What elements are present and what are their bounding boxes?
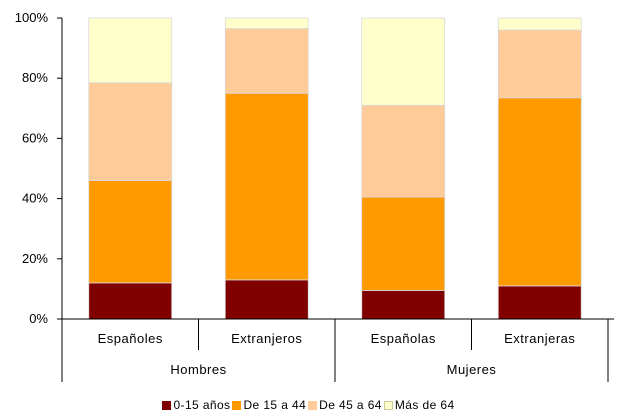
legend-item: 0-15 años (162, 398, 230, 412)
bar-segment (361, 104, 446, 198)
bar-segment (224, 92, 309, 281)
bar-segment (361, 290, 446, 320)
legend-label: De 45 a 64 (319, 398, 382, 412)
bar-segment (361, 17, 446, 106)
legend: 0-15 años De 15 a 44 De 45 a 64 Más de 64 (0, 398, 617, 412)
legend-label: Más de 64 (394, 398, 455, 412)
legend-swatch (232, 401, 242, 410)
x-tick-label: Españolas (371, 331, 436, 346)
legend-swatch (162, 401, 172, 410)
y-tick-label: 60% (22, 130, 48, 145)
legend-swatch (383, 401, 393, 410)
x-tick-label: Españoles (98, 331, 163, 346)
bar-segment (88, 282, 173, 320)
legend-item: Más de 64 (383, 398, 455, 412)
y-tick-label: 20% (22, 251, 48, 266)
bar-segment (361, 196, 446, 291)
bar-segment (497, 17, 582, 31)
bar-segment (224, 28, 309, 94)
bars (88, 17, 582, 320)
bar-segment (88, 17, 173, 84)
bar-segment (88, 180, 173, 284)
bar-segment (497, 97, 582, 287)
x-tick-label: Extranjeras (504, 331, 575, 346)
legend-label: De 15 a 44 (243, 398, 307, 412)
bar-segment (497, 29, 582, 99)
bar-segment (224, 17, 309, 29)
legend-label: 0-15 años (173, 398, 231, 412)
bar-segment (497, 285, 582, 320)
x-axis: Españoles Extranjeros Españolas Extranjeras… (61, 318, 614, 382)
legend-item: De 15 a 44 (232, 398, 306, 412)
y-axis-ticks: 0% 20% 40% 60% 80% 100% (15, 10, 63, 326)
legend-swatch (308, 401, 318, 410)
bar-segment (224, 279, 309, 320)
y-tick-label: 0% (29, 311, 48, 326)
x-group-label: Hombres (170, 362, 226, 377)
x-group-label: Mujeres (447, 362, 497, 377)
y-tick-label: 80% (22, 70, 48, 85)
x-tick-label: Extranjeros (231, 331, 302, 346)
legend-item: De 45 a 64 (308, 398, 382, 412)
y-tick-label: 40% (22, 191, 48, 206)
y-tick-label: 100% (15, 10, 49, 25)
bar-segment (88, 82, 173, 181)
